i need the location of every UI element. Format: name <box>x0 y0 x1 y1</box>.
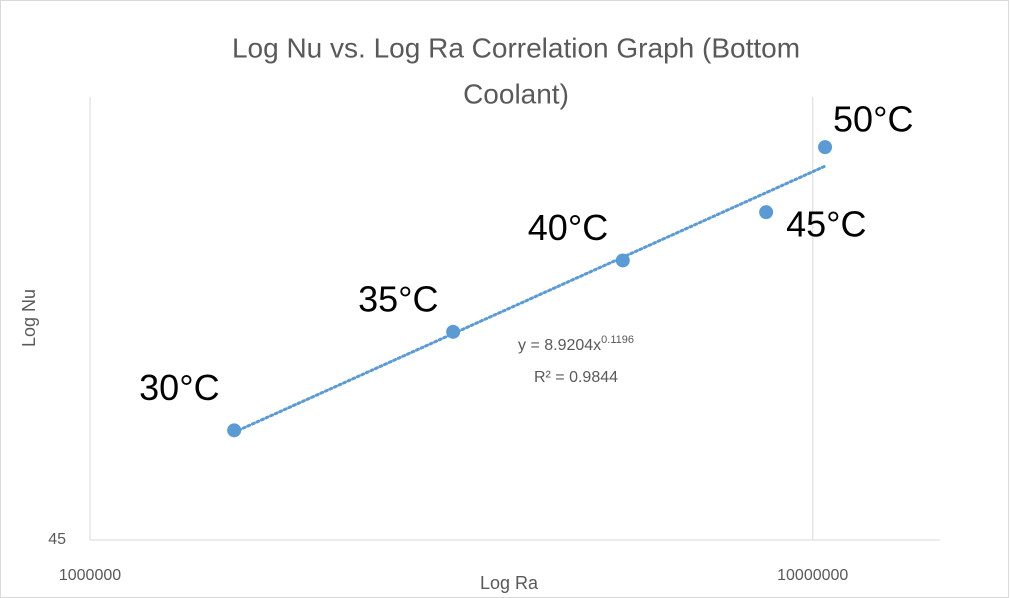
data-point <box>227 423 242 438</box>
equation-text: y = 8.9204x <box>518 337 601 354</box>
x-tick-label: 1000000 <box>59 567 121 584</box>
chart-title: Log Nu vs. Log Ra Correlation Graph (Bot… <box>232 32 800 63</box>
trendline <box>232 164 827 434</box>
equation-exponent: 0.1196 <box>601 334 634 346</box>
x-tick-label: 10000000 <box>777 567 848 584</box>
data-point <box>818 140 833 155</box>
chart-title: Coolant) <box>463 78 569 109</box>
trendline-equation: y = 8.9204x0.1196 <box>518 334 634 354</box>
y-axis-label: Log Nu <box>19 289 39 347</box>
data-point <box>759 205 774 220</box>
point-label: 40°C <box>528 207 608 248</box>
trendline-r-squared: R² = 0.9844 <box>534 369 618 386</box>
data-point <box>615 253 630 268</box>
data-point <box>446 324 461 339</box>
x-axis-label: Log Ra <box>480 573 539 593</box>
point-label: 30°C <box>139 367 219 408</box>
point-label: 45°C <box>786 204 866 245</box>
point-label: 50°C <box>833 99 913 140</box>
y-tick-label: 45 <box>48 531 66 548</box>
point-label: 35°C <box>358 278 438 319</box>
